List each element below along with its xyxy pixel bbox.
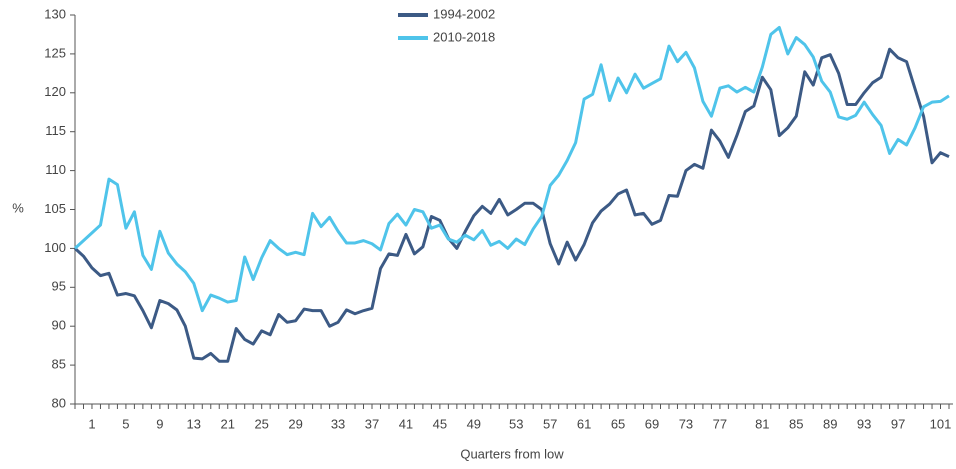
x-tick-label: 37 [365, 416, 379, 431]
series-line [73, 25, 950, 313]
x-tick-label: 45 [433, 416, 447, 431]
y-tick-label: 130 [44, 6, 66, 21]
y-tick-label: 80 [52, 395, 66, 410]
y-axis-label: % [12, 200, 24, 215]
x-tick-label: 13 [187, 416, 201, 431]
y-tick-label: 105 [44, 201, 66, 216]
x-tick-label: 49 [467, 416, 481, 431]
y-tick-label: 95 [52, 279, 66, 294]
x-axis-label: Quarters from low [460, 446, 564, 461]
y-tick-label: 90 [52, 318, 66, 333]
x-tick-label: 93 [857, 416, 871, 431]
series-line [73, 47, 950, 363]
x-tick-label: 41 [399, 416, 413, 431]
x-tick-label: 29 [288, 416, 302, 431]
y-tick-label: 125 [44, 45, 66, 60]
x-tick-label: 9 [156, 416, 163, 431]
x-tick-label: 89 [823, 416, 837, 431]
y-tick-label: 120 [44, 84, 66, 99]
x-tick-label: 21 [221, 416, 235, 431]
x-tick-label: 85 [789, 416, 803, 431]
x-tick-label: 81 [755, 416, 769, 431]
x-tick-label: 65 [611, 416, 625, 431]
x-tick-label: 53 [509, 416, 523, 431]
x-tick-label: 73 [679, 416, 693, 431]
x-tick-label: 33 [331, 416, 345, 431]
x-tick-label: 5 [122, 416, 129, 431]
x-tick-label: 25 [254, 416, 268, 431]
y-tick-label: 100 [44, 240, 66, 255]
x-tick-label: 101 [930, 416, 952, 431]
x-tick-label: 69 [645, 416, 659, 431]
x-tick-label: 1 [88, 416, 95, 431]
y-tick-label: 110 [45, 162, 66, 177]
x-tick-label: 77 [713, 416, 727, 431]
y-tick-label: 85 [52, 357, 66, 372]
legend-label: 1994-2002 [433, 6, 495, 21]
x-tick-label: 57 [543, 416, 557, 431]
x-tick-label: 61 [577, 416, 591, 431]
y-tick-label: 115 [45, 123, 66, 138]
x-tick-label: 97 [891, 416, 905, 431]
legend-label: 2010-2018 [433, 29, 495, 44]
